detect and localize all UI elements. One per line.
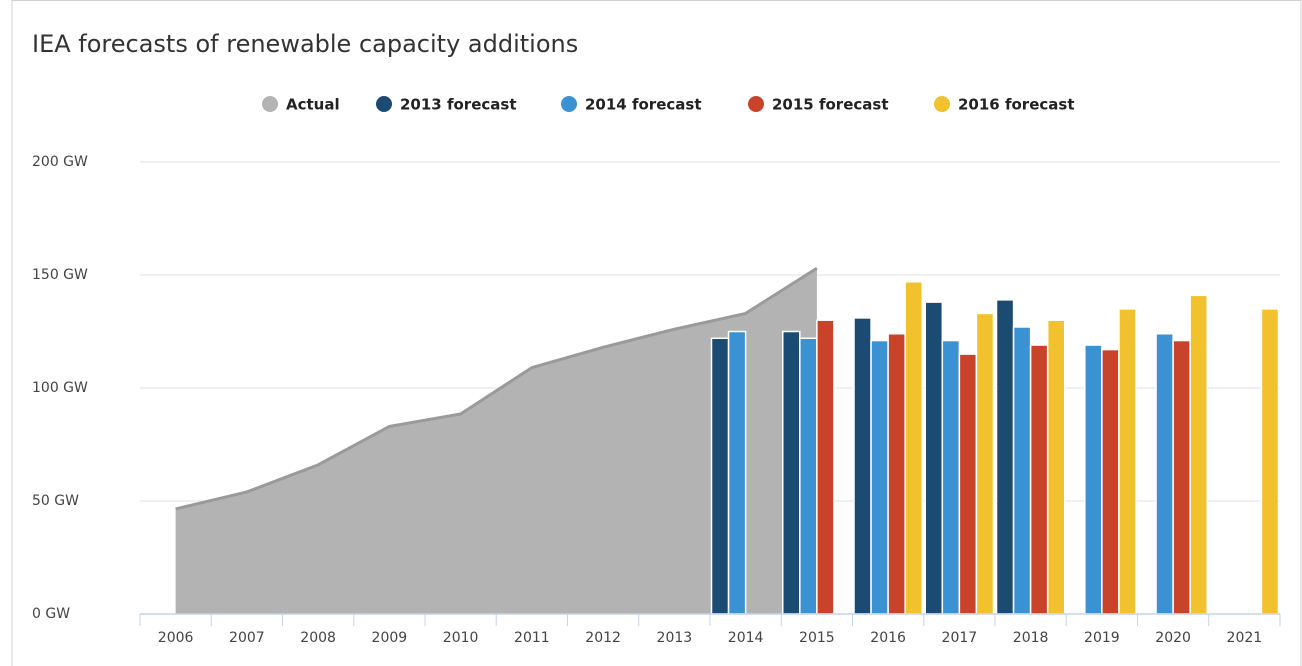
bar bbox=[727, 330, 747, 615]
bar bbox=[816, 319, 835, 615]
x-tick-label: 2010 bbox=[443, 630, 479, 646]
bar bbox=[1155, 333, 1174, 615]
bar bbox=[887, 333, 906, 615]
bar bbox=[1260, 308, 1280, 615]
x-tick-label: 2018 bbox=[1013, 630, 1049, 646]
bar bbox=[710, 337, 730, 615]
area-line bbox=[175, 266, 818, 511]
frame bbox=[11, 0, 1302, 666]
chart-title: IEA forecasts of renewable capacity addi… bbox=[32, 30, 578, 58]
bar bbox=[1029, 344, 1049, 615]
y-tick-label: 50 GW bbox=[32, 493, 79, 509]
legend-swatch bbox=[561, 96, 577, 112]
legend-label: 2014 forecast bbox=[585, 96, 701, 114]
x-tick-label: 2013 bbox=[657, 630, 693, 646]
bar bbox=[782, 330, 801, 615]
bar bbox=[941, 339, 961, 615]
bar bbox=[853, 317, 872, 615]
legend-swatch bbox=[262, 96, 278, 112]
legend-label: 2016 forecast bbox=[958, 96, 1074, 114]
legend-swatch bbox=[376, 96, 392, 112]
x-tick-label: 2006 bbox=[158, 630, 194, 646]
bar bbox=[799, 337, 818, 615]
bar bbox=[958, 353, 978, 615]
x-tick-label: 2020 bbox=[1155, 630, 1191, 646]
x-tick-label: 2021 bbox=[1227, 630, 1263, 646]
bar bbox=[1118, 308, 1137, 615]
area-fill bbox=[175, 268, 817, 614]
x-tick-label: 2007 bbox=[229, 630, 265, 646]
x-tick-label: 2017 bbox=[942, 630, 978, 646]
bar bbox=[924, 301, 944, 615]
bar bbox=[1101, 348, 1120, 615]
x-tick-label: 2016 bbox=[870, 630, 906, 646]
bar bbox=[1172, 339, 1191, 615]
x-tick-label: 2011 bbox=[514, 630, 550, 646]
legend-label: 2013 forecast bbox=[400, 96, 516, 114]
x-tick-label: 2008 bbox=[300, 630, 336, 646]
y-tick-label: 0 GW bbox=[32, 606, 70, 622]
x-tick-label: 2012 bbox=[585, 630, 621, 646]
y-tick-label: 100 GW bbox=[32, 380, 88, 396]
legend-swatch bbox=[748, 96, 764, 112]
bar bbox=[904, 281, 923, 615]
x-tick-label: 2015 bbox=[799, 630, 835, 646]
y-tick-label: 200 GW bbox=[32, 154, 88, 170]
x-tick-label: 2009 bbox=[372, 630, 408, 646]
legend-label: Actual bbox=[286, 96, 340, 114]
legend-swatch bbox=[934, 96, 950, 112]
bar bbox=[975, 312, 995, 615]
bar bbox=[1012, 326, 1032, 615]
bar bbox=[1084, 344, 1103, 615]
y-tick-label: 150 GW bbox=[32, 267, 88, 283]
bar bbox=[995, 299, 1015, 615]
bar bbox=[870, 339, 889, 615]
x-tick-label: 2014 bbox=[728, 630, 764, 646]
bar bbox=[1046, 319, 1066, 615]
legend-label: 2015 forecast bbox=[772, 96, 888, 114]
bar bbox=[1189, 294, 1208, 615]
x-tick-label: 2019 bbox=[1084, 630, 1120, 646]
